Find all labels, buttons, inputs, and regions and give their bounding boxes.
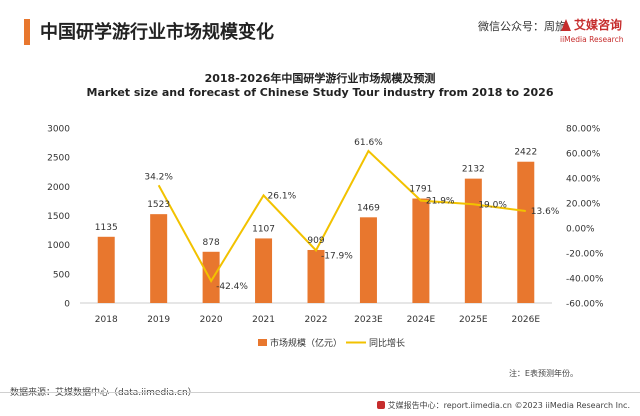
bar-value-label: 909 (307, 236, 324, 246)
x-axis-tick-label: 2018 (95, 315, 118, 325)
right-axis-tick-label: 20.00% (566, 200, 601, 210)
left-axis-tick-label: 1500 (47, 212, 70, 222)
legend-swatch-bar (258, 339, 267, 346)
footer-divider (0, 392, 640, 393)
x-axis-tick-label: 2023E (354, 315, 383, 325)
right-axis-tick-label: 60.00% (566, 150, 601, 160)
bar (202, 251, 220, 303)
x-axis-tick-label: 2026E (511, 315, 540, 325)
bar-value-label: 2422 (514, 148, 537, 158)
growth-value-label: -17.9% (321, 251, 353, 261)
right-axis-tick-label: -20.00% (566, 250, 604, 260)
x-axis-tick-label: 2019 (147, 315, 170, 325)
right-axis-tick-label: 40.00% (566, 175, 601, 185)
left-axis-tick-label: 2500 (47, 154, 70, 164)
bar (412, 198, 430, 303)
left-axis-tick-label: 500 (53, 270, 70, 280)
title-accent-bar (24, 19, 30, 45)
right-axis-tick-label: -40.00% (566, 275, 604, 285)
growth-value-label: 34.2% (144, 172, 173, 182)
left-axis-tick-label: 3000 (47, 125, 70, 135)
growth-value-label: 61.6% (354, 138, 383, 148)
forecast-note: 注：E表预测年份。 (508, 369, 578, 378)
logo-en-text: iiMedia Research (560, 35, 624, 44)
growth-value-label: 21.9% (426, 197, 455, 207)
bar (359, 217, 377, 303)
bar (307, 249, 325, 303)
left-axis-tick-label: 0 (64, 300, 70, 310)
bar (150, 214, 168, 303)
x-axis-tick-label: 2025E (459, 315, 488, 325)
right-axis-tick-label: 0.00% (566, 225, 595, 235)
footer-report: 艾媒报告中心：report.iimedia.cn ©2023 iiMedia R… (376, 400, 630, 411)
bar-value-label: 878 (203, 238, 220, 248)
left-axis-tick-label: 2000 (47, 183, 70, 193)
chart-subtitle: Market size and forecast of Chinese Stud… (86, 86, 554, 99)
growth-value-label: -42.4% (216, 282, 248, 292)
bar-value-label: 1469 (357, 203, 380, 213)
report-center-icon (376, 401, 385, 409)
x-axis-tick-label: 2021 (252, 315, 275, 325)
bar (97, 236, 115, 303)
footer-report-text: 艾媒报告中心：report.iimedia.cn ©2023 iiMedia R… (387, 401, 630, 410)
bar-value-label: 1107 (252, 224, 275, 234)
left-axis-tick-label: 1000 (47, 241, 70, 251)
bar (255, 238, 273, 303)
legend-label-line: 同比增长 (369, 337, 405, 349)
x-axis-tick-label: 2020 (200, 315, 223, 325)
bar-value-label: 1791 (409, 185, 432, 195)
bar-value-label: 1523 (147, 200, 170, 210)
bar (464, 178, 482, 303)
data-source: 数据来源：艾媒数据中心（data.iimedia.cn） (10, 388, 197, 398)
watermark-text: 微信公众号：周旅 (478, 20, 566, 33)
right-axis-tick-label: 80.00% (566, 125, 601, 135)
chart-title: 2018-2026年中国研学游行业市场规模及预测 (204, 72, 436, 85)
growth-line (157, 149, 526, 283)
x-axis-tick-label: 2022 (305, 315, 328, 325)
bar (517, 161, 535, 303)
logo-cn-text: 艾媒咨询 (574, 18, 623, 32)
growth-value-label: 13.6% (531, 207, 560, 217)
growth-value-label: 19.0% (478, 200, 507, 210)
iimedia-logo: 艾媒咨询 iiMedia Research (560, 16, 632, 50)
right-axis-tick-label: -60.00% (566, 300, 604, 310)
bar-value-label: 2132 (462, 165, 485, 175)
page-title: 中国研学游行业市场规模变化 (40, 22, 274, 43)
bar-value-label: 1135 (95, 223, 118, 233)
iimedia-logo-icon (561, 19, 571, 31)
x-axis-tick-label: 2024E (407, 315, 436, 325)
growth-value-label: 26.1% (268, 191, 297, 201)
legend-label-bar: 市场规模（亿元） (270, 337, 342, 349)
